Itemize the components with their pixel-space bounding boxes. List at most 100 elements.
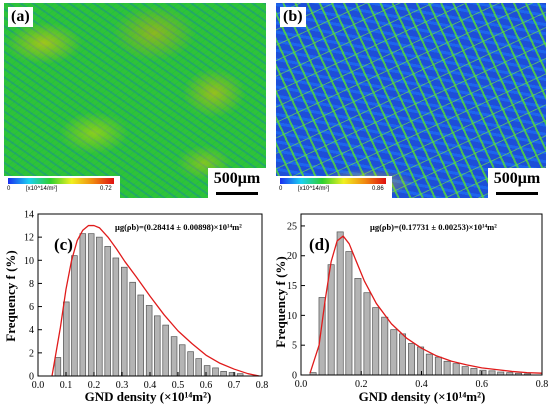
x-tick-label-d: 0.0 [295,379,308,390]
fit-curve-d [309,235,543,374]
histogram-bar-d [363,292,371,376]
y-tick-label-c: 6 [29,302,34,313]
annotation-c: μg(ρb)=(0.28414 ± 0.00898)×10¹⁴m² [115,222,242,232]
y-tick-label-c: 0 [29,372,34,383]
x-tick-label-c: 0.8 [256,380,269,391]
histogram-bar-c [87,233,95,377]
histogram-bar-d [390,329,398,376]
x-tick-label-c: 0.7 [228,380,241,391]
histogram-bar-d [434,356,442,376]
histogram-bar-c [79,233,87,377]
histogram-bar-d [354,278,362,376]
colorbar-b: 0 [x10^14/m²] 0.86 [276,176,392,198]
histogram-bar-d [425,353,433,376]
scalebar-b: 500μm [488,168,546,198]
y-tick-label-c: 10 [24,256,34,267]
y-tick-label-d: 5 [292,341,297,352]
y-tick-label-c: 14 [24,210,34,221]
x-tick-label-c: 0.3 [116,380,129,391]
colorbar-min-a: 0 [7,186,11,192]
histogram-bar-d [443,360,451,376]
histogram-bar-c [162,324,169,377]
histogram-bar-d [345,251,353,376]
ylabel-d: Frequency f (%) [273,256,288,347]
colorbar-min-b: 0 [279,186,283,192]
ylabel-c: Frequency f (%) [3,250,18,341]
gnd-map-a: (a) 0 [x10^14/m²] 0.72 500μm [4,3,266,198]
y-tick-label-d: 10 [287,311,297,322]
histogram-bar-c [203,365,211,377]
colorbar-max-a: 0.72 [100,186,112,192]
histogram-bar-d [488,370,496,376]
fit-curve-c [51,224,260,377]
x-tick-label-c: 0.4 [144,380,157,391]
y-tick-label-d: 15 [287,281,297,292]
histogram-bar-c [96,236,103,377]
histogram-bar-d [336,231,344,376]
scalebar-line-a [216,192,258,195]
histogram-d: 0.0 0.2 0.4 0.6 0.8 0 5 10 15 20 25 (d) μg(ρb)=(0.… [273,213,549,404]
y-tick-label-c: 8 [29,279,34,290]
x-tick-label-d: 0.8 [536,379,549,390]
histogram-bar-c [220,371,227,377]
panel-label-d: (d) [309,235,330,254]
panel-label-c: (c) [54,235,73,254]
histogram-bar-c [63,301,70,377]
xlabel-c: GND density (×10¹⁴m²) [85,389,212,404]
histogram-bar-d [381,316,389,376]
y-tick-label-c: 4 [29,325,34,336]
x-tick-label-c: 0.5 [172,380,185,391]
histogram-bar-c [112,257,120,377]
y-tick-label-d: 20 [287,251,297,262]
histogram-bar-c [178,344,186,377]
panel-label-b: (b) [280,7,306,27]
histogram-bar-c [137,294,145,377]
histogram-bar-c [104,246,111,377]
histogram-bar-c [54,357,62,377]
x-tick-label-d: 0.2 [355,379,368,390]
xlabel-d: GND density (×10¹⁴m²) [359,389,486,404]
colorbar-max-b: 0.86 [372,186,384,192]
x-tick-label-d: 0.6 [476,379,489,390]
y-tick-label-c: 12 [24,233,34,244]
histogram-bar-d [461,366,469,376]
histogram-bar-d [327,264,335,376]
histogram-bar-d [408,343,416,376]
y-tick-label-d: 0 [292,371,297,382]
x-tick-label-c: 0.6 [200,380,213,391]
plot-area-c: 0.0 0.1 0.2 0.3 0.4 0.5 0.6 0.7 0.8 0 2 4 6 8 10 12 14 [24,210,268,392]
histogram-c: 0.0 0.1 0.2 0.3 0.4 0.5 0.6 0.7 0.8 0 2 4 6 8 10 12 14 (… [3,210,268,405]
histogram-bar-c [195,358,202,377]
x-tick-label-d: 0.4 [415,379,428,390]
gnd-map-b: (b) 0 [x10^14/m²] 0.86 500μm [276,3,546,198]
x-tick-label-c: 0.2 [88,380,101,391]
scalebar-label-a: 500μm [213,170,261,187]
histogram-bar-d [399,333,406,376]
histogram-bar-d [470,368,478,376]
histogram-bar-c [71,255,78,377]
histogram-bar-d [479,369,487,376]
colorbar-a: 0 [x10^14/m²] 0.72 [4,176,120,198]
colorbar-gradient-a [8,178,114,184]
colorbar-unit-b: [x10^14/m²] [298,186,330,192]
y-tick-label-c: 2 [29,348,34,359]
scalebar-a: 500μm [208,168,266,198]
scalebar-line-b [496,192,538,195]
x-tick-label-c: 0.1 [60,380,73,391]
histogram-bar-d [417,346,425,376]
histogram-bar-c [145,305,153,377]
panel-label-a: (a) [8,7,33,27]
histogram-bar-c [170,336,178,377]
histogram-bar-c [129,281,136,377]
colorbar-unit-a: [x10^14/m²] [26,186,58,192]
histogram-bar-d [372,307,380,376]
histogram-bar-c [120,266,128,377]
plot-area-d: 0.0 0.2 0.4 0.6 0.8 0 5 10 15 20 25 [287,213,549,390]
scalebar-label-b: 500μm [493,170,541,187]
colorbar-gradient-b [280,178,386,184]
histogram-bar-c [154,315,161,377]
histogram-bar-c [187,351,194,377]
y-tick-label-d: 25 [287,221,297,232]
x-tick-label-c: 0.0 [32,380,45,391]
annotation-d: μg(ρb)=(0.17731 ± 0.00253)×10¹⁴m² [370,222,497,232]
